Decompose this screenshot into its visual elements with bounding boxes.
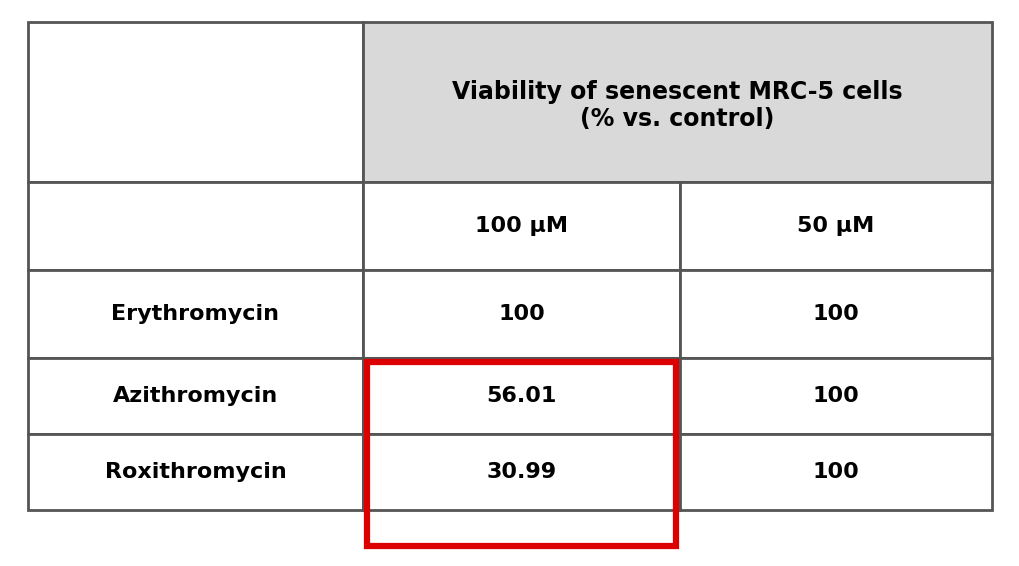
Bar [363, 270, 680, 358]
Text: (% vs. control): (% vs. control) [580, 107, 773, 131]
Text: 100: 100 [497, 304, 544, 324]
Text: Roxithromycin: Roxithromycin [105, 462, 286, 482]
Bar [363, 22, 991, 182]
Text: 100: 100 [812, 304, 859, 324]
Bar [367, 362, 676, 546]
Text: Erythromycin: Erythromycin [111, 304, 279, 324]
Bar [680, 434, 991, 510]
Bar [363, 434, 680, 510]
Text: 30.99: 30.99 [486, 462, 556, 482]
Text: 100: 100 [812, 386, 859, 406]
Bar [680, 358, 991, 434]
Bar [680, 182, 991, 270]
Bar [28, 270, 363, 358]
Text: Azithromycin: Azithromycin [113, 386, 278, 406]
Bar [363, 182, 680, 270]
Bar [28, 182, 363, 270]
Text: Viability of senescent MRC-5 cells: Viability of senescent MRC-5 cells [451, 80, 902, 104]
Text: 50 μM: 50 μM [797, 216, 873, 236]
Text: 100: 100 [812, 462, 859, 482]
Bar [363, 358, 680, 434]
Text: 100 μM: 100 μM [475, 216, 568, 236]
Bar [680, 270, 991, 358]
Bar [28, 22, 363, 182]
Bar [28, 358, 363, 434]
Text: 56.01: 56.01 [486, 386, 556, 406]
Bar [28, 434, 363, 510]
